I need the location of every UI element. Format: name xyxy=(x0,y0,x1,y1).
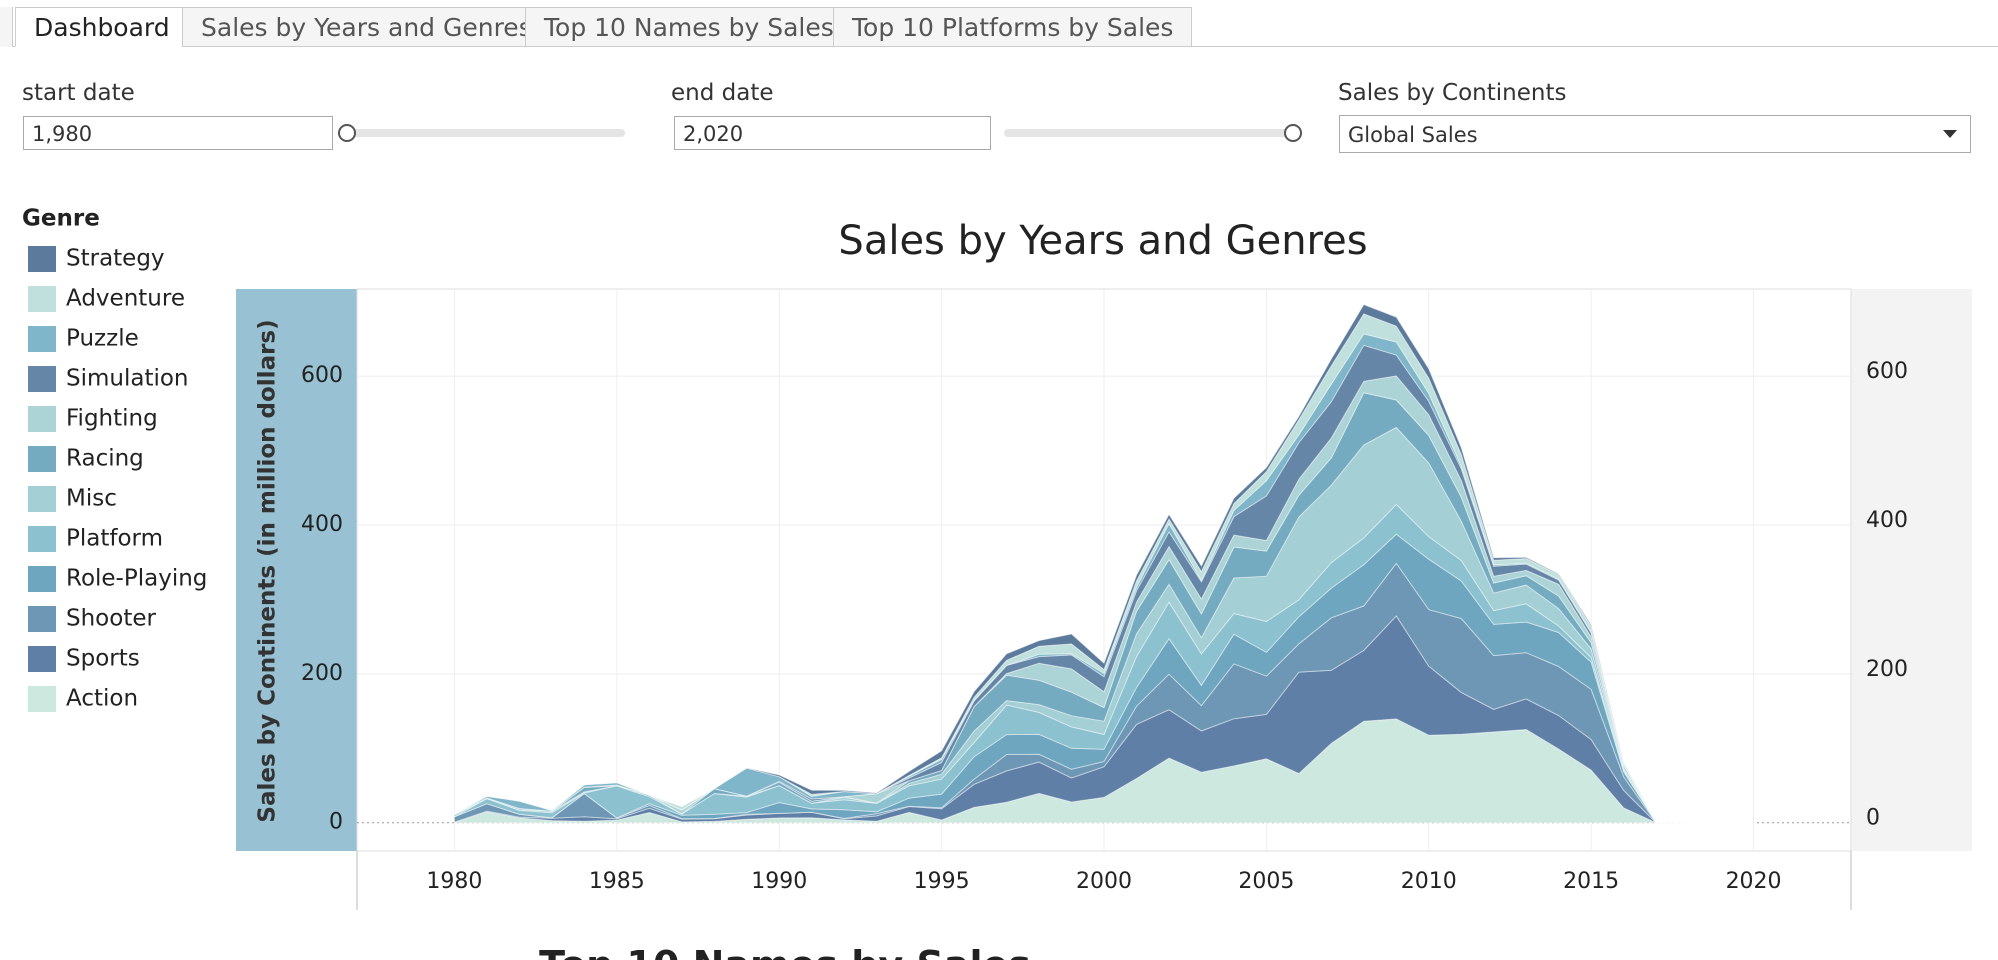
area xyxy=(453,562,1754,824)
tab[interactable]: Top 10 Platforms by Sales xyxy=(833,7,1193,47)
legend-swatch xyxy=(28,446,56,472)
dropdown-arrow[interactable] xyxy=(1943,130,1957,138)
area xyxy=(454,344,1754,824)
control-label: end date xyxy=(671,80,774,106)
tab[interactable]: Top 10 Names by Sales xyxy=(525,7,853,47)
legend-label: Role-Playing xyxy=(66,566,207,592)
x-tick-label: 2010 xyxy=(1401,869,1457,894)
y-tick-label: 0 xyxy=(329,810,343,835)
legend-swatch xyxy=(28,526,56,552)
y-axis-title: Sales by Continents (in million dollars) xyxy=(255,319,281,822)
legend-swatch xyxy=(28,366,56,392)
y-tick-label: 600 xyxy=(301,363,343,388)
slider-handle[interactable] xyxy=(1284,124,1302,142)
area xyxy=(454,533,1754,824)
legend-swatch xyxy=(28,606,56,632)
legend-label: Misc xyxy=(66,486,117,512)
legend-swatch xyxy=(28,286,56,312)
legend-label: Puzzle xyxy=(66,326,139,352)
chart-title: Sales by Years and Genres xyxy=(838,218,1367,264)
x-tick-label: 2020 xyxy=(1726,869,1782,894)
area xyxy=(453,615,1754,824)
x-tick-label: 2000 xyxy=(1076,869,1132,894)
legend-label: Adventure xyxy=(66,286,185,312)
area xyxy=(454,392,1754,824)
legend-title: Genre xyxy=(22,206,100,232)
area xyxy=(454,303,1754,824)
legend-swatch xyxy=(28,406,56,432)
dropdown-value: Global Sales xyxy=(1348,123,1478,147)
tab[interactable]: Sales by Years and Genres xyxy=(182,7,551,47)
legend-label: Sports xyxy=(66,646,140,672)
tab-edge xyxy=(0,7,13,47)
section-title: Top 10 Names by Sales xyxy=(539,943,1031,960)
y-axis-pane xyxy=(236,289,357,851)
slider-track xyxy=(341,129,625,137)
measure-dropdown[interactable]: Global Sales xyxy=(1339,115,1971,153)
x-tick-label: 1990 xyxy=(751,869,807,894)
y-tick-label: 400 xyxy=(301,512,343,537)
slider-track xyxy=(1004,129,1294,137)
legend-label: Shooter xyxy=(66,606,156,632)
legend-label: Platform xyxy=(66,526,163,552)
legend-label: Strategy xyxy=(66,246,165,272)
x-tick-label: 2005 xyxy=(1238,869,1294,894)
end-input[interactable]: 2,020 xyxy=(674,116,991,150)
y2-tick-label: 400 xyxy=(1866,508,1908,533)
start-input[interactable]: 1,980 xyxy=(23,116,333,150)
slider-handle[interactable] xyxy=(338,124,356,142)
legend-swatch xyxy=(28,326,56,352)
y-tick-label: 200 xyxy=(301,661,343,686)
x-tick-label: 1985 xyxy=(589,869,645,894)
x-tick-label: 1995 xyxy=(914,869,970,894)
legend-swatch xyxy=(28,246,56,272)
y2-tick-label: 200 xyxy=(1866,657,1908,682)
legend-swatch xyxy=(28,566,56,592)
legend-swatch xyxy=(28,646,56,672)
legend-label: Simulation xyxy=(66,366,189,392)
legend-label: Racing xyxy=(66,446,144,472)
x-tick-label: 1980 xyxy=(426,869,482,894)
y2-tick-label: 0 xyxy=(1866,806,1880,831)
legend-swatch xyxy=(28,686,56,712)
control-label: start date xyxy=(22,80,135,106)
x-tick-label: 2015 xyxy=(1563,869,1619,894)
legend-swatch xyxy=(28,486,56,512)
legend-label: Fighting xyxy=(66,406,158,432)
y2-tick-label: 600 xyxy=(1866,359,1908,384)
area xyxy=(453,375,1754,824)
tab[interactable]: Dashboard xyxy=(15,7,189,47)
control-label: Sales by Continents xyxy=(1338,80,1567,106)
legend-label: Action xyxy=(66,686,138,712)
y2-axis-pane xyxy=(1851,289,1972,851)
